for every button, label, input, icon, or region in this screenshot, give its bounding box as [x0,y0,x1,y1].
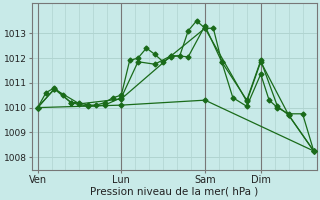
X-axis label: Pression niveau de la mer( hPa ): Pression niveau de la mer( hPa ) [90,187,259,197]
